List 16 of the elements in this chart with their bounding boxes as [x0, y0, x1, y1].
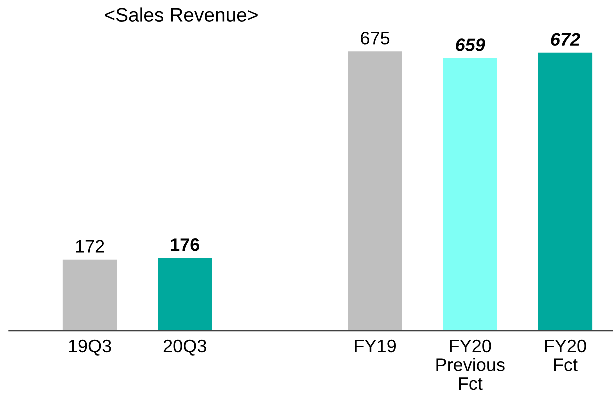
x-tick-label: FY20 Fct	[545, 340, 586, 372]
bar	[538, 52, 593, 332]
x-tick-label: 19Q3	[69, 340, 112, 356]
data-label: 172	[76, 240, 104, 253]
data-label: 672	[551, 33, 580, 46]
bar	[348, 52, 402, 332]
data-label: 659	[456, 38, 486, 52]
x-tick-label: 20Q3	[164, 340, 206, 356]
bar	[158, 258, 212, 332]
data-label: 675	[361, 32, 390, 45]
x-tick-label: FY19	[355, 340, 396, 353]
chart-title: <Sales Revenue>	[105, 8, 258, 22]
data-label: 176	[171, 238, 200, 252]
bar	[62, 260, 118, 332]
x-tick-label: FY20 Previous Fct	[436, 340, 505, 390]
bar	[443, 58, 498, 332]
